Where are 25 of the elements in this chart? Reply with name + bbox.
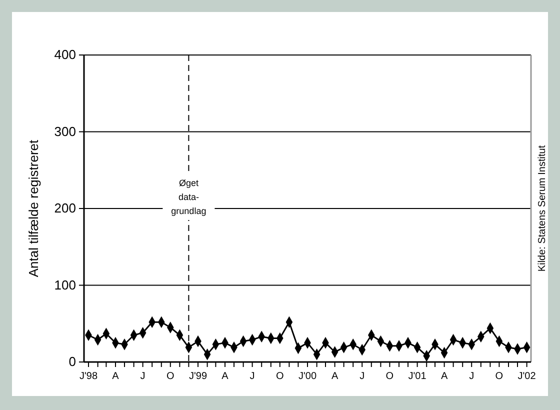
x-tick-label: O	[276, 371, 284, 382]
x-tick-label: O	[386, 371, 394, 382]
x-tick-label: J'00	[298, 371, 317, 382]
x-tick-label: O	[495, 371, 504, 382]
x-tick-label: O	[166, 371, 175, 382]
x-tick-label: A	[331, 371, 338, 382]
x-tick-label: A	[112, 371, 120, 382]
text: Kilde: Statens Serum Institut	[537, 145, 548, 272]
x-tick-label: A	[222, 371, 229, 382]
ref-line-label: Øget data-grundlag	[171, 178, 206, 216]
x-tick-label: A	[440, 371, 448, 382]
y-tick-label: 200	[54, 200, 76, 216]
y-axis-title: Antal tilfælde registreret	[26, 139, 41, 278]
y-tick-label: 300	[54, 124, 76, 139]
x-tick-label: J	[360, 371, 365, 382]
x-tick-label: J	[250, 371, 255, 382]
y-tick-label: 100	[54, 277, 76, 292]
x-tick-label: J'98	[79, 371, 98, 382]
x-tick-label: J	[140, 371, 146, 382]
x-tick-label: J'02	[518, 371, 536, 382]
x-tick-label: J'99	[188, 371, 208, 382]
y-tick-label: 0	[68, 354, 76, 369]
x-tick-label: J'01	[408, 371, 427, 382]
x-tick-label: J	[469, 371, 474, 382]
y-tick-label: 400	[54, 47, 76, 62]
